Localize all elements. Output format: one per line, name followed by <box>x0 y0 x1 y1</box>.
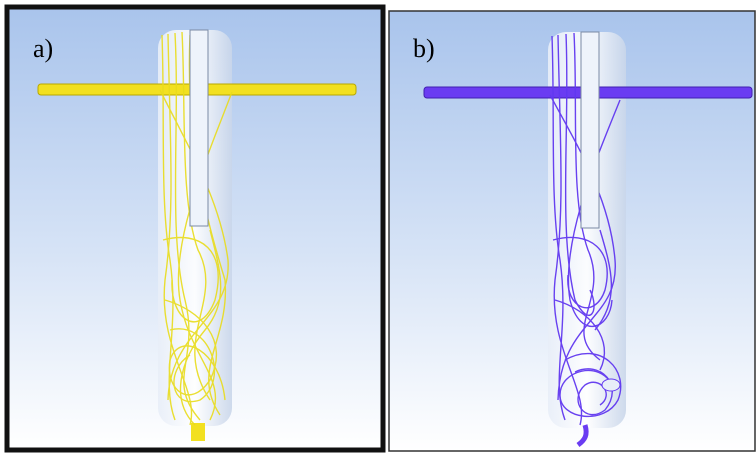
figure: a) b) <box>0 0 756 457</box>
inner-tube <box>190 30 208 226</box>
inner-tube <box>581 32 599 228</box>
panel-label: a) <box>33 34 53 63</box>
panel-label: b) <box>413 34 435 63</box>
outlet <box>191 423 205 441</box>
vortex-core <box>602 379 620 391</box>
panel-a: a) <box>7 7 383 450</box>
panel-b: b) <box>389 11 755 451</box>
page: {"panels": [{"label": "a)"}, {"label": "… <box>0 0 756 457</box>
